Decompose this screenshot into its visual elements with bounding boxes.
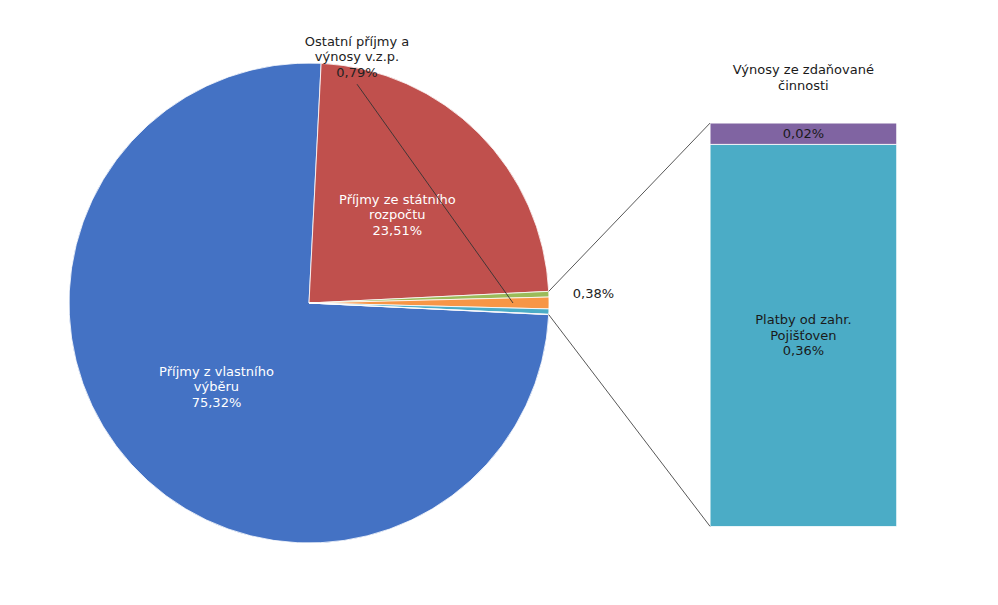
connector-line — [549, 315, 710, 527]
bar-segment — [710, 144, 897, 526]
bar-chart: Platby od zahr.Pojišťoven0,36% 0,02% Výnos… — [710, 62, 897, 526]
pie-labels: Příjmy z vlastníhovýběru75,32% Příjmy ze … — [159, 34, 614, 410]
slice-value-label-line: 0,38% — [573, 286, 614, 301]
bar-title: Výnosy ze zdaňovanéčinnosti — [733, 62, 874, 93]
slice-label-line: výnosy v.z.p. — [315, 49, 399, 64]
slice-value-label-line: 0,79% — [336, 65, 377, 80]
pie-slice — [309, 303, 549, 314]
background — [0, 0, 998, 605]
pie-slice — [69, 63, 549, 543]
connector-line — [549, 123, 710, 291]
segment-value-label: 0,36% — [783, 343, 824, 358]
slice-value-label: 0,38% — [573, 286, 614, 301]
slice-label-line: Příjmy ze státního — [339, 192, 456, 207]
slice-label-line: Příjmy z vlastního — [159, 364, 274, 379]
slice-label-line: výběru — [194, 379, 239, 394]
segment-label-line: Platby od zahr. — [755, 312, 851, 327]
bar-labels: Platby od zahr.Pojišťoven0,36% 0,02% — [755, 126, 851, 358]
pie-slice — [309, 303, 549, 315]
bar-title-line: činnosti — [778, 78, 829, 93]
pie-slice — [309, 63, 549, 303]
bar-marks — [710, 123, 897, 526]
slice-label: Ostatní příjmy avýnosy v.z.p. — [305, 34, 409, 65]
slice-label: Příjmy z vlastníhovýběru — [159, 364, 274, 395]
segment-label: Platby od zahr.Pojišťoven — [755, 312, 851, 343]
chart-svg: Příjmy z vlastníhovýběru75,32% Příjmy ze … — [0, 0, 998, 605]
bar-segment — [710, 123, 897, 144]
segment-value-label: 0,02% — [783, 126, 824, 141]
connectors — [549, 123, 710, 526]
leader-line — [357, 84, 513, 303]
bar-title-line: Výnosy ze zdaňované — [733, 62, 874, 77]
slice-label-line: Ostatní příjmy a — [305, 34, 409, 49]
chart-container: Příjmy z vlastníhovýběru75,32% Příjmy ze … — [0, 0, 998, 605]
slice-value-label: 75,32% — [192, 395, 242, 410]
slice-value-label-line: 75,32% — [192, 395, 242, 410]
slice-value-label-line: 23,51% — [373, 223, 423, 238]
page: {"chart_data": [ {"type": "pie", "catego… — [0, 0, 998, 605]
slice-label-line: rozpočtu — [369, 207, 426, 222]
slice-value-label: 0,79% — [336, 65, 377, 80]
segment-value-label-line: 0,02% — [783, 126, 824, 141]
slice-label: Příjmy ze státníhorozpočtu — [339, 192, 456, 223]
segment-value-label-line: 0,36% — [783, 343, 824, 358]
pie: Příjmy z vlastníhovýběru75,32% Příjmy ze … — [69, 34, 614, 543]
segment-label-line: Pojišťoven — [770, 328, 836, 343]
slices — [69, 63, 549, 543]
slice-value-label: 23,51% — [373, 223, 423, 238]
